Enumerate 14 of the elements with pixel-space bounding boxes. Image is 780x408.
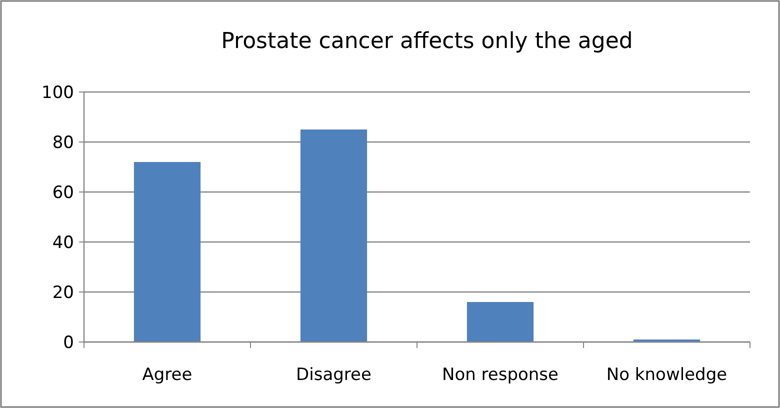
y-tick-label: 100 (42, 82, 74, 103)
x-tick-label: Non response (442, 365, 559, 385)
y-tick-label: 40 (52, 232, 74, 253)
bar (300, 130, 368, 342)
y-tick-label: 80 (52, 132, 74, 153)
x-tick-label: Disagree (296, 365, 372, 385)
bar (466, 302, 534, 342)
x-tick-label: No knowledge (606, 365, 728, 385)
chart-title: Prostate cancer affects only the aged (221, 29, 633, 54)
y-tick-label: 60 (52, 182, 74, 203)
y-tick-label: 20 (52, 282, 74, 303)
y-tick-label: 0 (63, 332, 74, 353)
bar (134, 162, 201, 342)
x-tick-label: Agree (142, 365, 192, 385)
